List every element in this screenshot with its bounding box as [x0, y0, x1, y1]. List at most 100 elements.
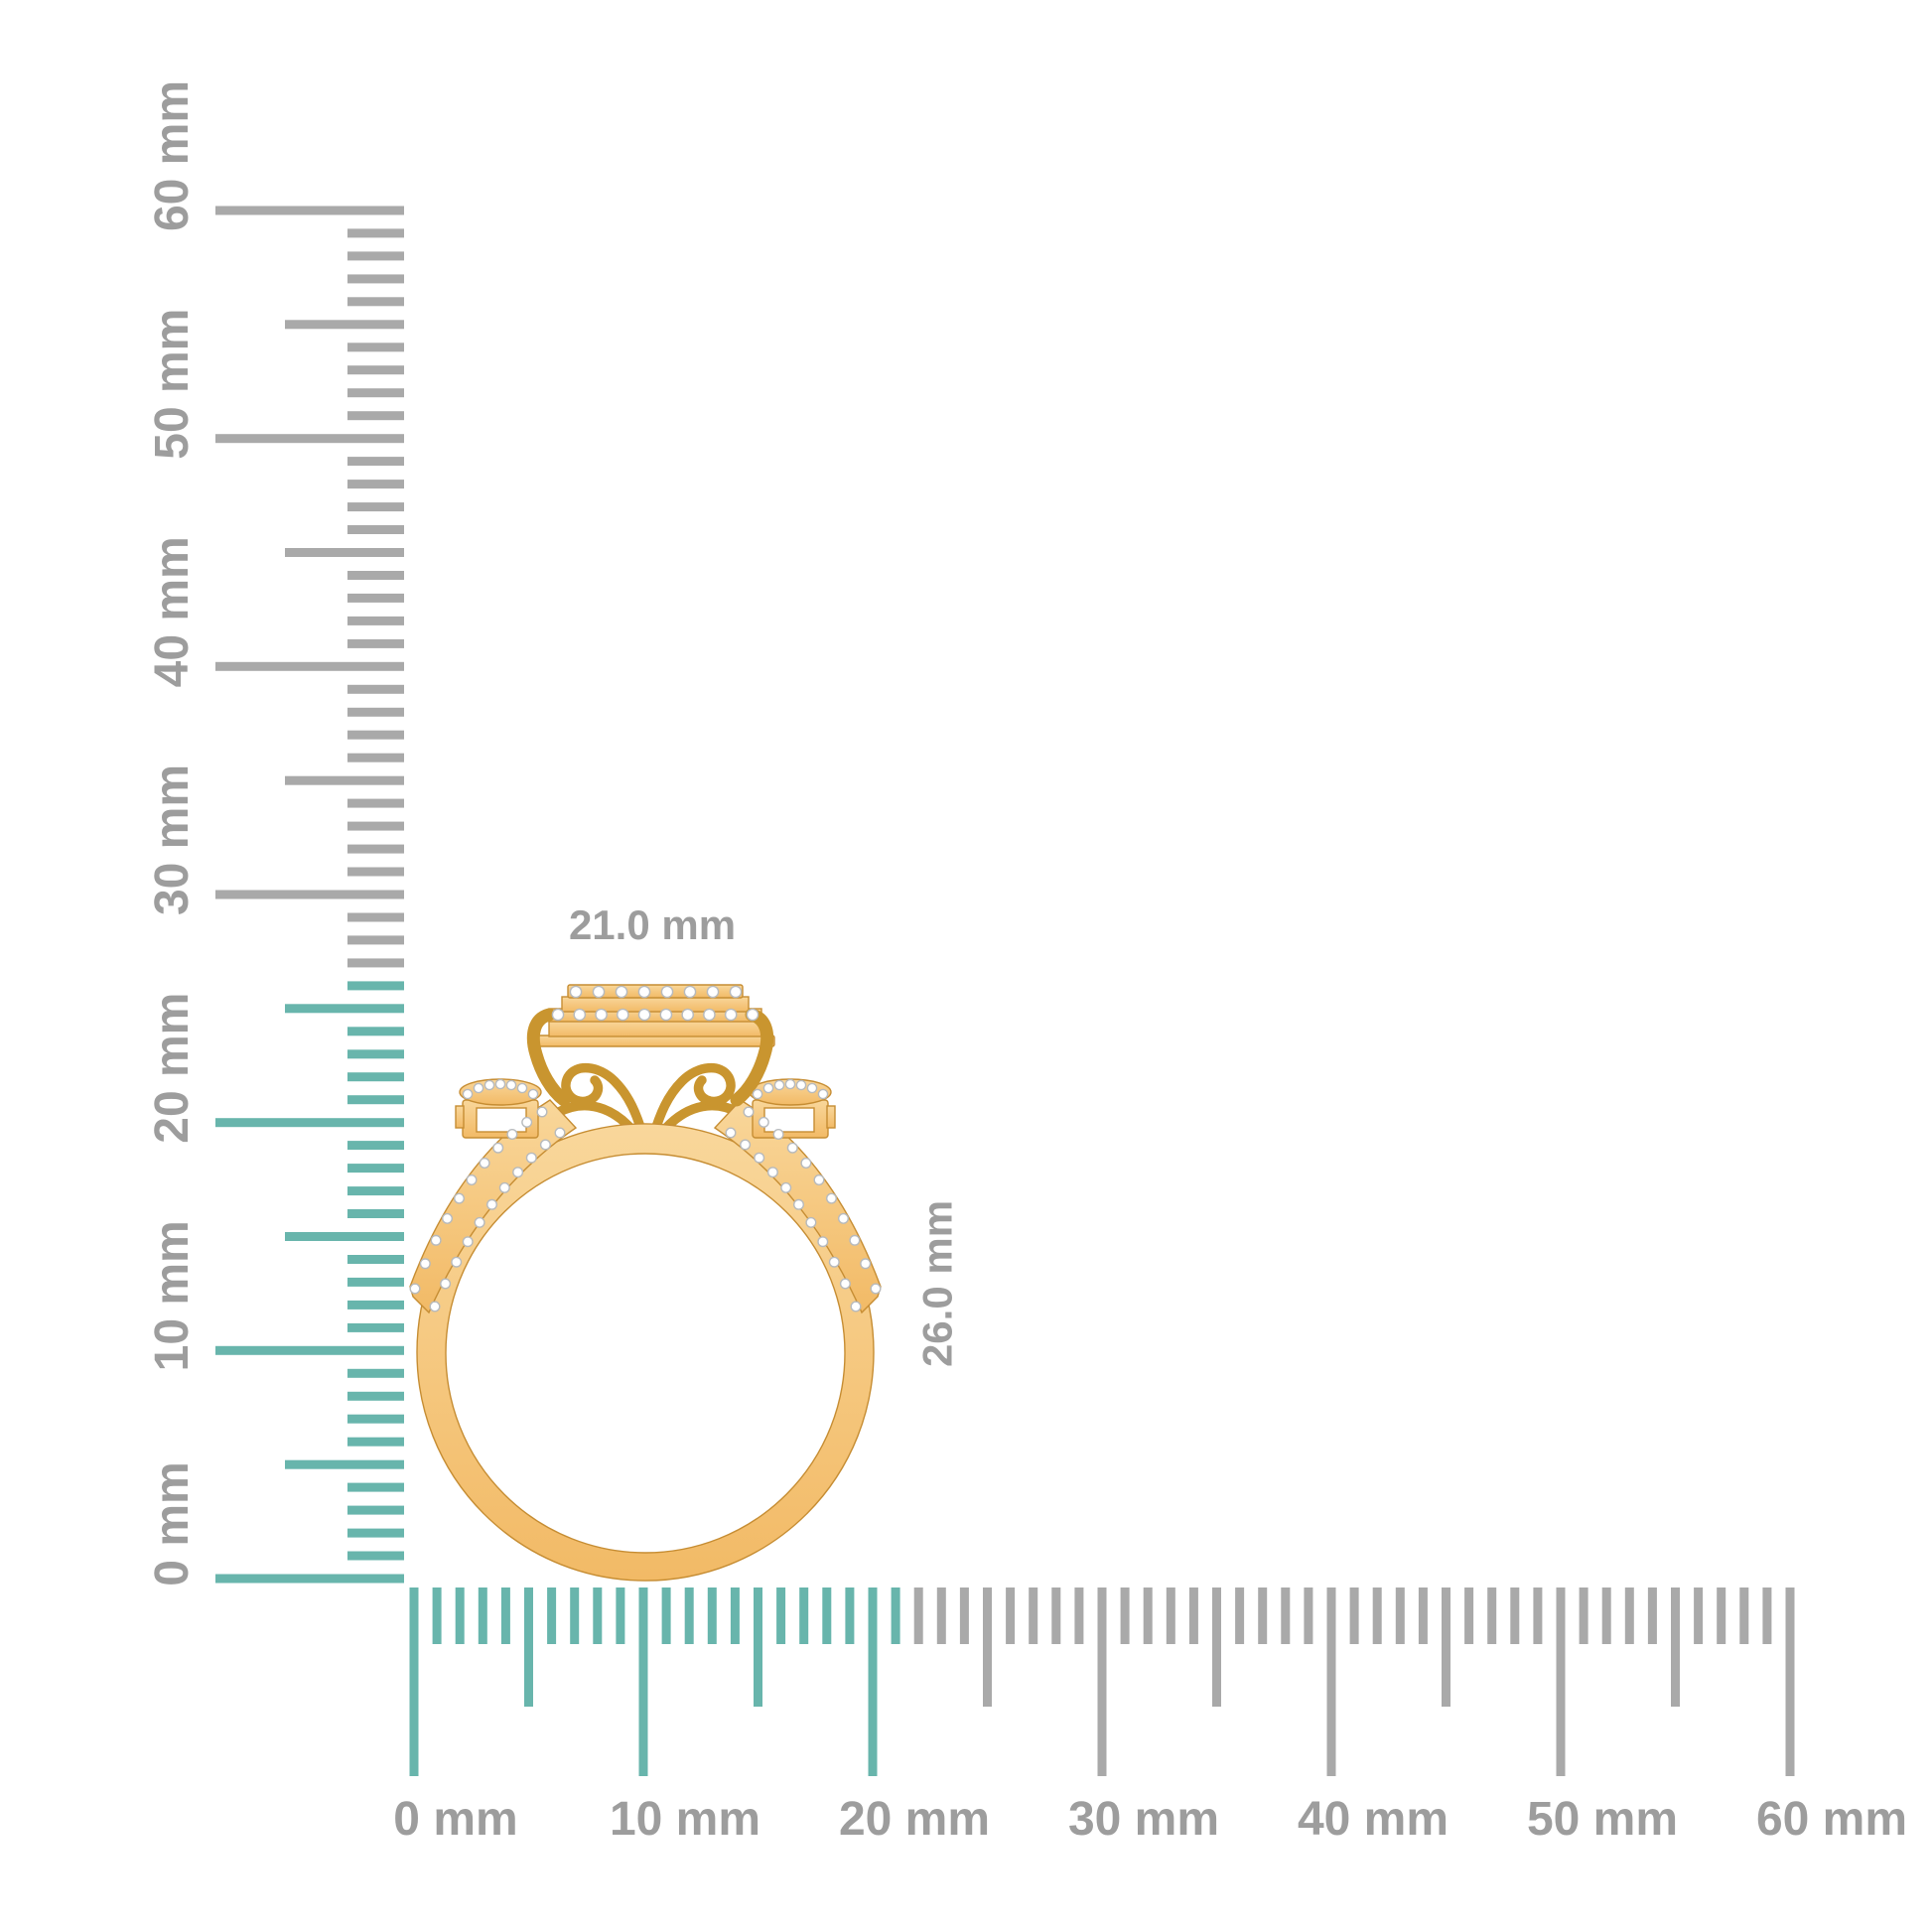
- diamond-stone: [442, 1212, 454, 1224]
- v-ruler-label: 50 mm: [146, 309, 199, 460]
- diamond-stone: [473, 1082, 484, 1094]
- v-ruler-tick: [347, 958, 404, 968]
- diamond-stone: [870, 1283, 882, 1295]
- h-ruler-label: 50 mm: [1527, 1793, 1678, 1846]
- h-ruler-tick: [1418, 1587, 1428, 1644]
- h-ruler-label: 60 mm: [1756, 1793, 1907, 1846]
- diamond-stone: [793, 1198, 805, 1210]
- v-ruler-tick: [215, 434, 404, 444]
- h-ruler-label: 20 mm: [839, 1793, 990, 1846]
- v-ruler-tick: [347, 228, 404, 238]
- diamond-stone: [494, 1078, 506, 1090]
- diamond-stone: [569, 985, 583, 999]
- diamond-stone: [539, 1139, 551, 1151]
- diamond-stone: [617, 1008, 629, 1022]
- v-ruler-tick: [347, 1414, 404, 1424]
- h-ruler-tick: [868, 1587, 878, 1776]
- diamond-stone: [527, 1088, 539, 1100]
- diamond-stone: [850, 1301, 862, 1312]
- head-prong-right: [730, 1008, 774, 1107]
- diamond-stone: [729, 985, 743, 999]
- diamond-stone: [752, 1088, 763, 1100]
- diamond-stone: [506, 1128, 518, 1140]
- v-ruler-tick: [347, 365, 404, 375]
- h-ruler-tick: [1188, 1587, 1198, 1644]
- v-ruler-tick: [347, 1551, 404, 1561]
- h-ruler-tick: [1556, 1587, 1566, 1776]
- h-ruler-tick: [570, 1587, 580, 1644]
- ring-height-annotation: 26.0 mm: [914, 1200, 961, 1367]
- diamond-stone: [817, 1236, 829, 1248]
- diamond-stone: [419, 1258, 431, 1270]
- h-ruler-tick: [730, 1587, 740, 1644]
- v-ruler-tick: [347, 274, 404, 284]
- diamond-stone: [486, 1198, 498, 1210]
- diamond-stone: [592, 985, 606, 999]
- h-ruler-tick: [1349, 1587, 1359, 1644]
- scroll-right-curl: [646, 1063, 736, 1148]
- diamond-stone: [681, 1008, 695, 1022]
- shank-wedge-left: [409, 1099, 578, 1314]
- h-ruler-tick: [1717, 1587, 1726, 1644]
- h-ruler-tick: [1601, 1587, 1611, 1644]
- cluster-bracket-hole: [763, 1107, 815, 1133]
- diamond-stone: [483, 1079, 495, 1091]
- diamond-stone: [525, 1152, 537, 1164]
- diamond-stone: [683, 985, 697, 999]
- h-ruler-tick: [776, 1587, 786, 1644]
- v-ruler-label: 40 mm: [146, 536, 199, 687]
- diamond-stone: [512, 1167, 524, 1178]
- diamond-stone: [743, 1106, 755, 1118]
- v-ruler-tick: [347, 411, 404, 421]
- diamond-stone: [409, 1283, 421, 1295]
- v-ruler-tick: [347, 1164, 404, 1173]
- h-ruler-tick: [1120, 1587, 1130, 1644]
- v-ruler-tick: [347, 707, 404, 717]
- h-ruler-tick: [983, 1587, 992, 1707]
- v-ruler-tick: [347, 1141, 404, 1151]
- h-ruler-tick: [1762, 1587, 1772, 1644]
- diamond-stone: [806, 1082, 818, 1094]
- diamond-stone: [479, 1157, 490, 1169]
- v-ruler-tick: [285, 1004, 404, 1014]
- h-ruler-tick: [959, 1587, 969, 1644]
- diamond-stone: [838, 1212, 850, 1224]
- v-ruler-tick: [347, 1322, 404, 1332]
- diamond-stone: [860, 1258, 872, 1270]
- diamond-stone: [521, 1116, 533, 1128]
- h-ruler-tick: [478, 1587, 487, 1644]
- diamond-stone: [754, 1152, 765, 1164]
- diamond-stone: [784, 1078, 796, 1090]
- head-upper-plate: [561, 996, 750, 1013]
- h-ruler-tick: [799, 1587, 809, 1644]
- diamond-stone: [817, 1088, 829, 1100]
- cluster-bracket-hole: [476, 1107, 527, 1133]
- shank-wedge-right: [713, 1099, 882, 1314]
- h-ruler-tick: [1694, 1587, 1704, 1644]
- diamond-stone: [573, 1008, 587, 1022]
- v-ruler-tick: [347, 912, 404, 922]
- diamond-stone: [637, 985, 651, 999]
- h-ruler-tick: [1739, 1587, 1749, 1644]
- h-ruler-tick: [1074, 1587, 1084, 1644]
- v-ruler-tick: [347, 571, 404, 580]
- v-ruler-tick: [347, 821, 404, 831]
- h-ruler-tick: [1533, 1587, 1543, 1644]
- v-ruler-tick: [215, 1118, 404, 1128]
- h-ruler-tick: [1051, 1587, 1061, 1644]
- v-ruler-tick: [285, 1459, 404, 1469]
- v-ruler-tick: [347, 1437, 404, 1447]
- diamond-stone: [762, 1082, 774, 1094]
- v-ruler-tick: [347, 844, 404, 854]
- h-ruler-tick: [822, 1587, 832, 1644]
- h-ruler-tick: [1212, 1587, 1221, 1707]
- h-ruler-tick: [409, 1587, 419, 1776]
- diamond-stone: [773, 1079, 785, 1091]
- cluster-bracket-step: [826, 1105, 836, 1129]
- v-ruler-tick: [347, 1095, 404, 1105]
- v-ruler-tick: [215, 661, 404, 671]
- h-ruler-tick: [913, 1587, 923, 1644]
- diamond-stone: [725, 1127, 737, 1139]
- v-ruler-tick: [285, 320, 404, 330]
